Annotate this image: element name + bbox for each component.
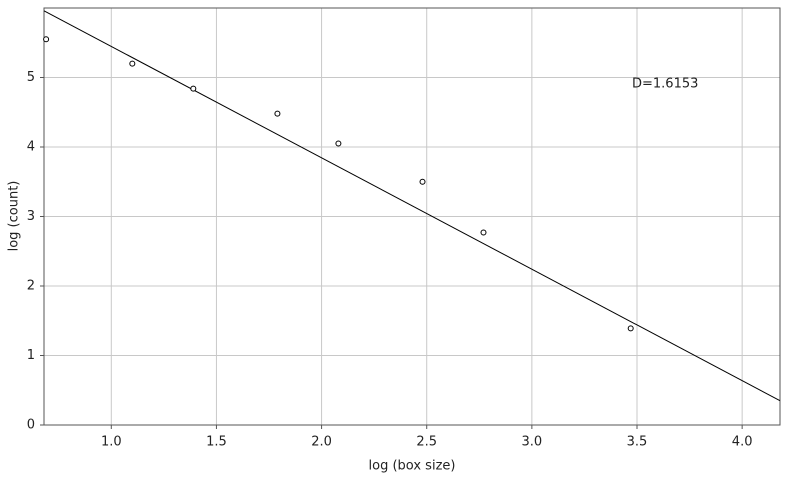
x-tick-label: 1.0	[101, 435, 122, 450]
x-tick-label: 2.5	[416, 435, 437, 450]
x-tick-label: 3.5	[627, 435, 648, 450]
y-axis-label: log (count)	[7, 181, 22, 252]
y-tick-label: 3	[27, 209, 35, 224]
x-tick-label: 1.5	[206, 435, 227, 450]
point	[480, 229, 487, 236]
annotation: D=1.6153	[632, 77, 698, 92]
x-tick-label: 2.0	[311, 435, 332, 450]
fit-line	[43, 10, 781, 402]
point	[43, 36, 50, 43]
y-tick-label: 1	[27, 348, 35, 363]
point	[335, 140, 342, 147]
point	[419, 178, 426, 185]
point	[190, 85, 197, 92]
y-tick-label: 5	[27, 70, 35, 85]
point	[274, 110, 281, 117]
grid	[44, 8, 780, 426]
y-tick-label: 0	[27, 418, 35, 433]
point	[627, 325, 634, 332]
y-tick-label: 2	[27, 279, 35, 294]
x-axis-label: log (box size)	[369, 459, 456, 474]
x-tick-label: 3.0	[522, 435, 543, 450]
y-tick-label: 4	[27, 140, 35, 155]
x-tick-label: 4.0	[732, 435, 753, 450]
point	[129, 60, 136, 67]
